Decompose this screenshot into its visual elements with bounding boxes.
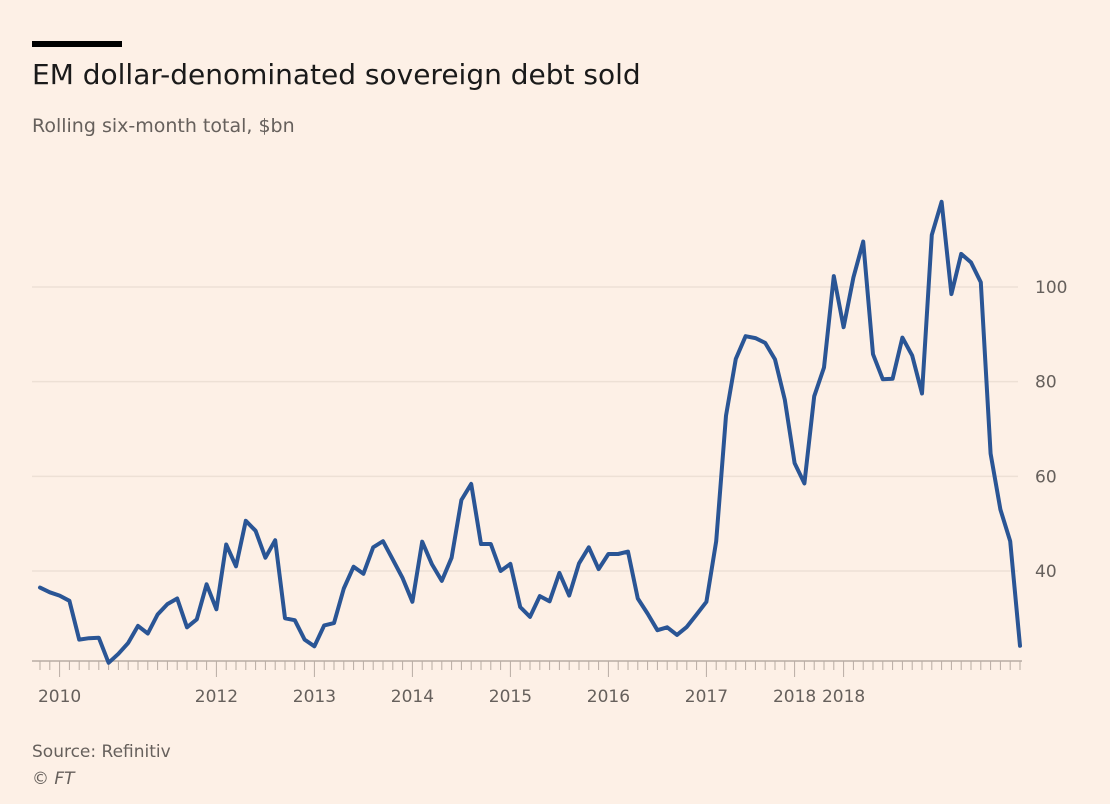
gridlines <box>32 286 1018 572</box>
x-tick-label: 2015 <box>489 687 532 707</box>
series-line <box>38 199 1022 665</box>
y-tick-label: 60 <box>1035 467 1057 487</box>
y-tick-label: 80 <box>1035 373 1057 393</box>
x-tick-label: 2014 <box>391 687 434 707</box>
x-tick-label: 2010 <box>38 687 81 707</box>
x-tick-label: 2018 <box>822 687 865 707</box>
credit-note: © FT <box>32 769 75 789</box>
x-tick-label: 2017 <box>685 687 728 707</box>
x-axis <box>32 660 1022 677</box>
title-accent-bar <box>32 41 122 47</box>
y-axis-labels: 40 60 80 100 <box>1035 278 1067 582</box>
x-tick-label: 2018 <box>773 687 816 707</box>
chart-title: EM dollar-denominated sovereign debt sol… <box>32 58 641 91</box>
x-tick-label: 2016 <box>587 687 630 707</box>
chart-subtitle: Rolling six-month total, $bn <box>32 115 295 137</box>
x-axis-labels: 2010 2012 2013 2014 2015 2016 2017 2018 2018 <box>38 687 865 707</box>
source-note: Source: Refinitiv <box>32 742 171 762</box>
y-tick-label: 100 <box>1035 278 1067 298</box>
x-tick-label: 2013 <box>293 687 336 707</box>
y-tick-label: 40 <box>1035 562 1057 582</box>
x-tick-label: 2012 <box>195 687 238 707</box>
